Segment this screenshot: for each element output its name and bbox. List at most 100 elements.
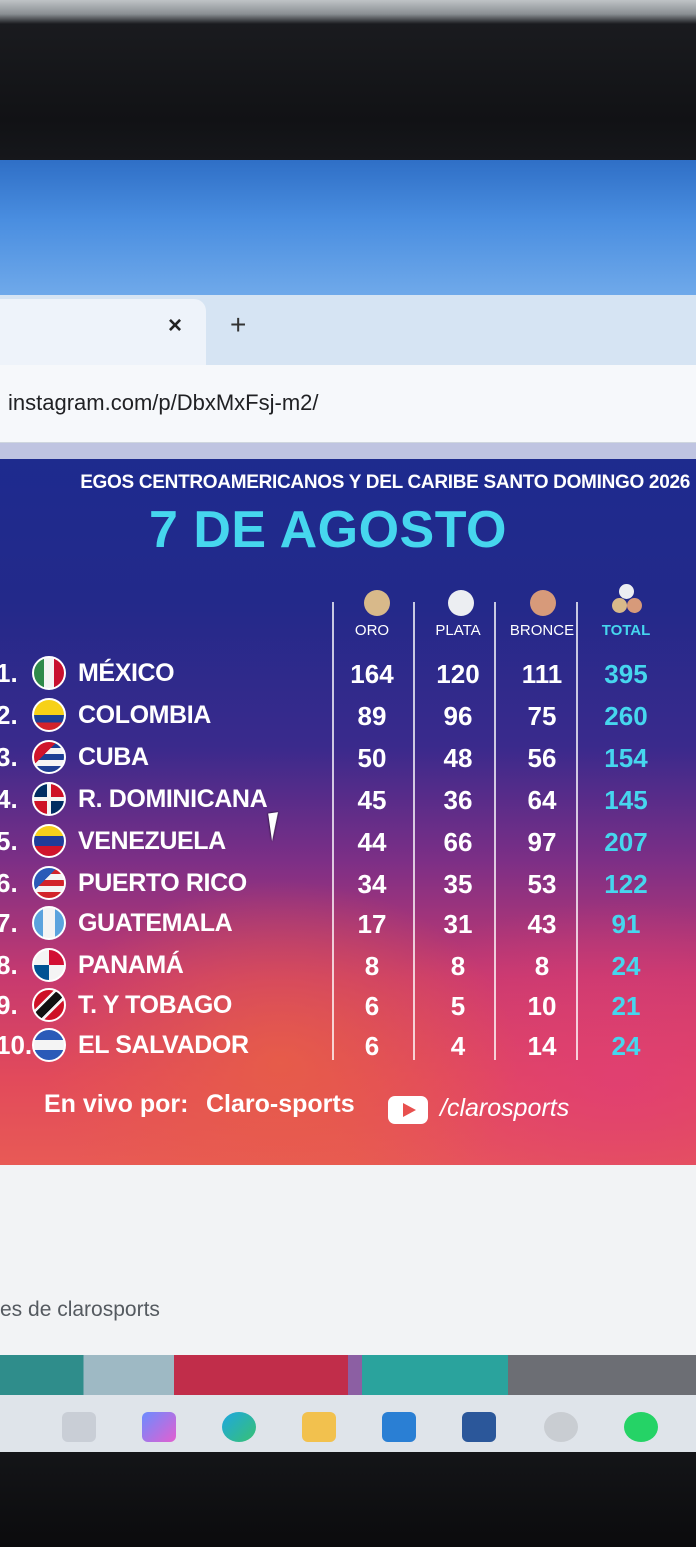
rank: 5.	[0, 826, 18, 856]
country-name: PANAMÁ	[78, 951, 184, 979]
gold-count: 164	[350, 659, 394, 689]
gold-medal-icon	[364, 590, 390, 616]
total-count: 91	[611, 909, 641, 939]
silver-medal-icon	[448, 590, 474, 616]
venezuela-flag-icon	[32, 824, 66, 858]
bronze-count: 43	[527, 909, 557, 939]
monitor-bezel-bottom	[0, 1452, 696, 1547]
address-bar[interactable]	[0, 365, 696, 443]
bronze-count: 8	[534, 951, 550, 981]
taskbar	[0, 1395, 696, 1455]
post-title-fragment	[0, 443, 696, 459]
table-row: 8. PANAMÁ 8 8 8 24	[0, 944, 696, 984]
silver-count: 96	[443, 701, 473, 731]
gold-count: 50	[357, 743, 387, 773]
table-row: 4. R. DOMINICANA 45 36 64 145	[0, 778, 696, 818]
gold-count: 6	[364, 1031, 380, 1061]
active-tab[interactable]	[0, 299, 206, 365]
gold-count: 44	[357, 827, 387, 857]
column-header-gold: ORO	[354, 622, 390, 639]
claro-sports-logo: Claro-sports	[206, 1090, 355, 1118]
dominican-republic-flag-icon	[32, 782, 66, 816]
tab-strip	[0, 295, 696, 365]
column-divider	[494, 602, 496, 1060]
gold-count: 89	[357, 701, 387, 731]
table-row: 5. VENEZUELA 44 66 97 207	[0, 820, 696, 860]
close-tab-icon[interactable]: ×	[168, 312, 183, 339]
word-icon[interactable]	[462, 1412, 496, 1442]
youtube-handle: /clarosports	[440, 1094, 570, 1122]
related-posts-thumbnails[interactable]	[0, 1355, 696, 1395]
column-divider	[332, 602, 334, 1060]
country-name: VENEZUELA	[78, 827, 226, 855]
gold-count: 8	[364, 951, 380, 981]
table-row: 2. COLOMBIA 89 96 75 260	[0, 694, 696, 734]
gold-count: 34	[357, 869, 387, 899]
silver-count: 4	[450, 1031, 466, 1061]
country-name: MÉXICO	[78, 659, 175, 687]
total-count: 154	[604, 743, 648, 773]
rank: 1.	[0, 658, 18, 688]
file-explorer-icon[interactable]	[302, 1412, 336, 1442]
more-from-label[interactable]: es de clarosports	[0, 1298, 160, 1321]
rank: 9.	[0, 990, 18, 1020]
silver-count: 66	[443, 827, 473, 857]
rank: 2.	[0, 700, 18, 730]
rank: 3.	[0, 742, 18, 772]
column-header-silver: PLATA	[435, 622, 481, 639]
silver-count: 8	[450, 951, 466, 981]
table-row: 10. EL SALVADOR 6 4 14 24	[0, 1024, 696, 1064]
bronze-count: 111	[521, 659, 563, 689]
panama-flag-icon	[32, 948, 66, 982]
bronze-count: 75	[527, 701, 557, 731]
total-count: 260	[604, 701, 648, 731]
silver-count: 48	[443, 743, 473, 773]
colombia-flag-icon	[32, 698, 66, 732]
country-name: T. Y TOBAGO	[78, 991, 232, 1019]
start-icon[interactable]	[62, 1412, 96, 1442]
bronze-count: 64	[527, 785, 557, 815]
gold-count: 6	[364, 991, 380, 1021]
mexico-flag-icon	[32, 656, 66, 690]
mouse-cursor-icon	[268, 810, 292, 842]
live-label: En vivo por:	[44, 1090, 189, 1118]
total-medals-icon	[612, 584, 642, 616]
bronze-count: 53	[527, 869, 557, 899]
rank: 10.	[0, 1030, 33, 1060]
bronze-count: 14	[527, 1031, 557, 1061]
table-row: 6. PUERTO RICO 34 35 53 122	[0, 862, 696, 902]
country-name: COLOMBIA	[78, 701, 211, 729]
bronze-medal-icon	[530, 590, 556, 616]
copilot-icon[interactable]	[142, 1412, 176, 1442]
outlook-icon[interactable]	[382, 1412, 416, 1442]
rank: 4.	[0, 784, 18, 814]
silver-count: 120	[436, 659, 480, 689]
silver-count: 31	[443, 909, 473, 939]
url-text[interactable]: instagram.com/p/DbxMxFsj-m2/	[8, 390, 319, 415]
whatsapp-icon[interactable]	[624, 1412, 658, 1442]
browser-titlebar	[0, 160, 696, 295]
silver-count: 35	[443, 869, 473, 899]
country-name: R. DOMINICANA	[78, 785, 268, 813]
silver-count: 36	[443, 785, 473, 815]
edge-icon[interactable]	[222, 1412, 256, 1442]
total-count: 122	[604, 869, 648, 899]
el-salvador-flag-icon	[32, 1028, 66, 1062]
column-divider	[576, 602, 578, 1060]
bronze-count: 56	[527, 743, 557, 773]
table-row: 3. CUBA 50 48 56 154	[0, 736, 696, 776]
trinidad-and-tobago-flag-icon	[32, 988, 66, 1022]
table-row: 7. GUATEMALA 17 31 43 91	[0, 902, 696, 942]
rank: 8.	[0, 950, 18, 980]
new-tab-icon[interactable]: +	[230, 309, 247, 340]
silver-count: 5	[450, 991, 466, 1021]
total-count: 21	[611, 991, 641, 1021]
gold-count: 45	[357, 785, 387, 815]
bronze-count: 10	[527, 991, 557, 1021]
event-subtitle: EGOS CENTROAMERICANOS Y DEL CARIBE SANTO…	[80, 472, 690, 493]
column-header-bronze: BRONCE	[509, 622, 575, 639]
cuba-flag-icon	[32, 740, 66, 774]
whatsapp-icon[interactable]	[544, 1412, 578, 1442]
country-name: PUERTO RICO	[78, 869, 247, 897]
country-name: EL SALVADOR	[78, 1031, 249, 1059]
